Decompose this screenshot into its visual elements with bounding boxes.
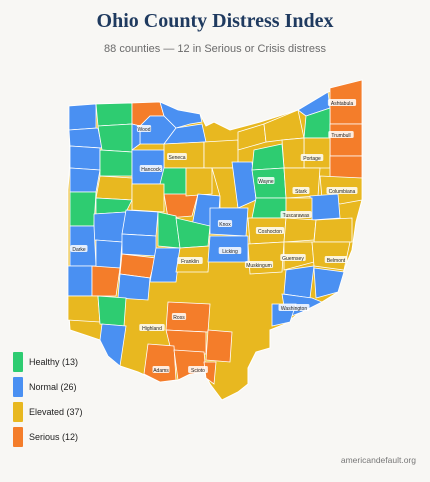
map-title: Ohio County Distress Index [96, 10, 334, 32]
county-tile[interactable] [303, 137, 331, 169]
county-tile[interactable] [329, 155, 363, 179]
county-label-licking: Licking [222, 249, 238, 255]
county-tile[interactable] [67, 295, 101, 323]
legend-swatch-elevated [13, 402, 23, 422]
legend-label: Serious (12) [29, 432, 79, 442]
county-label-background [188, 366, 208, 373]
county-label-background [139, 165, 163, 172]
county-label-background [280, 211, 312, 218]
county-label-ashtabula: Ashtabula [331, 101, 353, 107]
county-tile[interactable] [69, 191, 97, 227]
county-label-background [326, 187, 358, 194]
county-label-background [139, 324, 165, 331]
county-tile[interactable] [283, 217, 317, 243]
county-tile[interactable] [205, 329, 233, 363]
legend-item-healthy[interactable]: Healthy (13) [13, 351, 83, 373]
county-tile[interactable] [313, 267, 345, 299]
county-tile[interactable] [185, 167, 213, 197]
legend-swatch-serious [13, 427, 23, 447]
county-label-background [152, 366, 170, 373]
county-label-background [292, 187, 310, 194]
county-tile[interactable] [95, 239, 123, 269]
county-labels: Ashtabula Wood Trumbull Portage Seneca Hancoc… [70, 99, 358, 374]
county-label-highland: Highland [142, 326, 162, 332]
county-tile[interactable] [67, 265, 93, 297]
legend-swatch-normal [13, 377, 23, 397]
county-label-background [218, 247, 242, 254]
county-tile[interactable] [121, 209, 159, 237]
county-label-belmont: Belmont [327, 258, 346, 264]
county-tile[interactable] [99, 323, 127, 367]
county-tile[interactable] [99, 149, 133, 177]
county-tile[interactable] [95, 175, 133, 201]
county-label-background [300, 154, 324, 161]
county-tile[interactable] [283, 265, 315, 299]
county-label-washington: Washington [281, 306, 307, 312]
county-tile[interactable] [131, 183, 165, 213]
county-label-background [217, 220, 233, 227]
county-tile[interactable] [117, 273, 151, 301]
county-label-hancock: Hancock [141, 167, 161, 173]
map-subtitle: 88 counties — 12 in Serious or Crisis di… [104, 43, 326, 55]
county-label-columbiana: Columbiana [329, 189, 356, 195]
county-tile[interactable] [149, 247, 181, 283]
county-tile[interactable] [93, 211, 127, 243]
legend: Healthy (13) Normal (26) Elevated (37) S… [13, 351, 83, 451]
county-label-adams: Adams [153, 368, 169, 374]
county-tile[interactable] [143, 343, 177, 383]
county-tile[interactable] [97, 123, 133, 153]
county-label-stark: Stark [295, 189, 307, 195]
county-label-wood: Wood [138, 127, 151, 133]
county-label-background [327, 99, 357, 106]
county-label-background [328, 131, 354, 138]
county-tile[interactable] [121, 233, 157, 257]
county-label-franklin: Franklin [181, 259, 199, 265]
county-label-darke: Darke [72, 247, 86, 253]
county-label-background [244, 261, 274, 268]
county-tile[interactable] [95, 102, 133, 127]
county-tile[interactable] [173, 349, 207, 381]
county-tile[interactable] [68, 103, 97, 131]
legend-item-elevated[interactable]: Elevated (37) [13, 401, 83, 423]
county-label-trumbull: Trumbull [331, 133, 350, 139]
county-tile[interactable] [281, 137, 305, 169]
legend-item-normal[interactable]: Normal (26) [13, 376, 83, 398]
county-label-wayne: Wayne [258, 179, 274, 185]
county-tile[interactable] [329, 123, 363, 157]
legend-swatch-healthy [13, 352, 23, 372]
county-label-muskingum: Muskingum [246, 263, 272, 269]
county-tile[interactable] [247, 241, 285, 275]
county-label-guernsey: Guernsey [282, 256, 304, 262]
legend-label: Elevated (37) [29, 407, 83, 417]
county-label-background [280, 254, 306, 261]
county-label-background [171, 313, 187, 320]
county-label-ross: Ross [173, 315, 185, 321]
county-label-background [177, 257, 203, 264]
county-tile[interactable] [68, 127, 103, 149]
county-tile[interactable] [97, 295, 127, 327]
county-label-tuscarawas: Tuscarawas [283, 213, 310, 219]
county-label-background [70, 245, 88, 252]
source-footer: americandefault.org [340, 455, 416, 465]
county-label-seneca: Seneca [169, 155, 186, 161]
county-tile[interactable] [69, 145, 101, 171]
county-label-background [255, 227, 285, 234]
county-tile[interactable] [69, 167, 101, 193]
county-label-background [324, 256, 348, 263]
legend-label: Healthy (13) [29, 357, 79, 367]
county-label-background [257, 177, 275, 184]
county-label-portage: Portage [303, 156, 321, 162]
legend-label: Normal (26) [29, 382, 77, 392]
county-tile[interactable] [313, 217, 353, 243]
county-label-coshocton: Coshocton [258, 229, 282, 235]
legend-item-serious[interactable]: Serious (12) [13, 426, 83, 448]
county-label-background [167, 153, 187, 160]
county-label-knox: Knox [219, 222, 231, 228]
county-tile[interactable] [309, 193, 341, 221]
county-label-scioto: Scioto [191, 368, 205, 374]
county-label-background [136, 125, 152, 132]
county-tile[interactable] [91, 265, 121, 297]
county-label-background [278, 304, 310, 311]
